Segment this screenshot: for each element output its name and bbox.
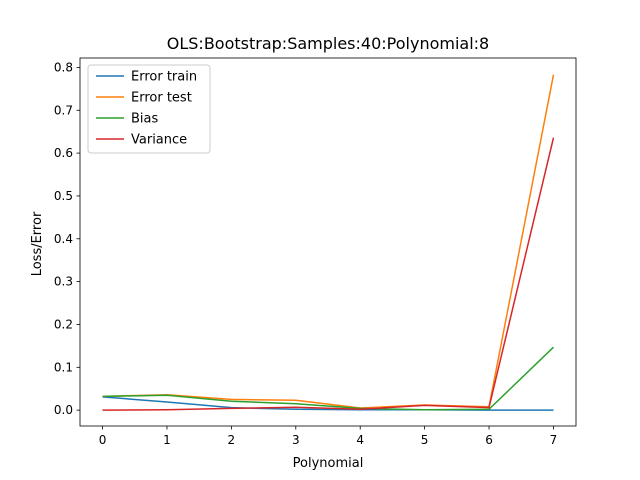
y-tick-label: 0.5 [54,189,73,203]
legend-label-2: Bias [131,112,158,127]
x-axis-label: Polynomial [293,456,364,471]
y-tick-label: 0.7 [54,103,73,117]
x-tick-label: 4 [356,433,364,447]
x-tick-label: 2 [228,433,236,447]
x-tick-label: 7 [550,433,558,447]
legend-frame [87,64,211,154]
x-tick-label: 5 [421,433,429,447]
y-tick-label: 0.0 [54,403,73,417]
legend-label-3: Variance [131,133,187,148]
y-tick-label: 0.2 [54,317,73,331]
chart-title: OLS:Bootstrap:Samples:40:Polynomial:8 [167,34,489,53]
y-axis-label: Loss/Error [30,211,45,276]
y-tick-label: 0.3 [54,275,73,289]
y-tick-label: 0.8 [54,60,73,74]
axes-frame [79,57,577,427]
x-tick-label: 3 [292,433,300,447]
legend: Error train Error test Bias Variance [87,64,211,154]
series-line-3 [102,137,555,411]
x-tick-label: 0 [99,433,107,447]
y-tick-label: 0.4 [54,232,73,246]
x-tick-label: 6 [485,433,493,447]
plot-area [79,57,577,427]
series-line-2 [102,346,555,411]
legend-label-0: Error train [131,70,197,85]
y-axis-ticks: 0.0 0.1 0.2 0.3 0.4 0.5 0.6 0.7 0.8 [54,60,80,417]
y-tick-label: 0.1 [54,360,73,374]
legend-label-1: Error test [131,91,192,106]
x-axis-ticks: 0 1 2 3 4 5 6 7 [99,426,558,447]
y-tick-label: 0.6 [54,146,73,160]
x-tick-label: 1 [163,433,171,447]
